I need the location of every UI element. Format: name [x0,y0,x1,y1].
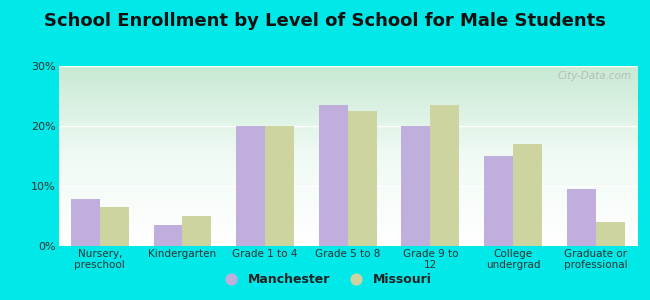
Bar [100,207,129,246]
Bar [71,199,100,246]
Bar [595,222,625,246]
Bar [236,126,265,246]
Bar [348,111,377,246]
Bar [402,126,430,246]
Text: City-Data.com: City-Data.com [557,71,631,81]
Bar [318,105,348,246]
Bar [484,156,513,246]
Bar [513,144,542,246]
Bar [183,216,211,246]
Legend: Manchester, Missouri: Manchester, Missouri [213,268,437,291]
Bar [153,225,183,246]
Bar [567,189,595,246]
Text: School Enrollment by Level of School for Male Students: School Enrollment by Level of School for… [44,12,606,30]
Bar [430,105,460,246]
Bar [265,126,294,246]
